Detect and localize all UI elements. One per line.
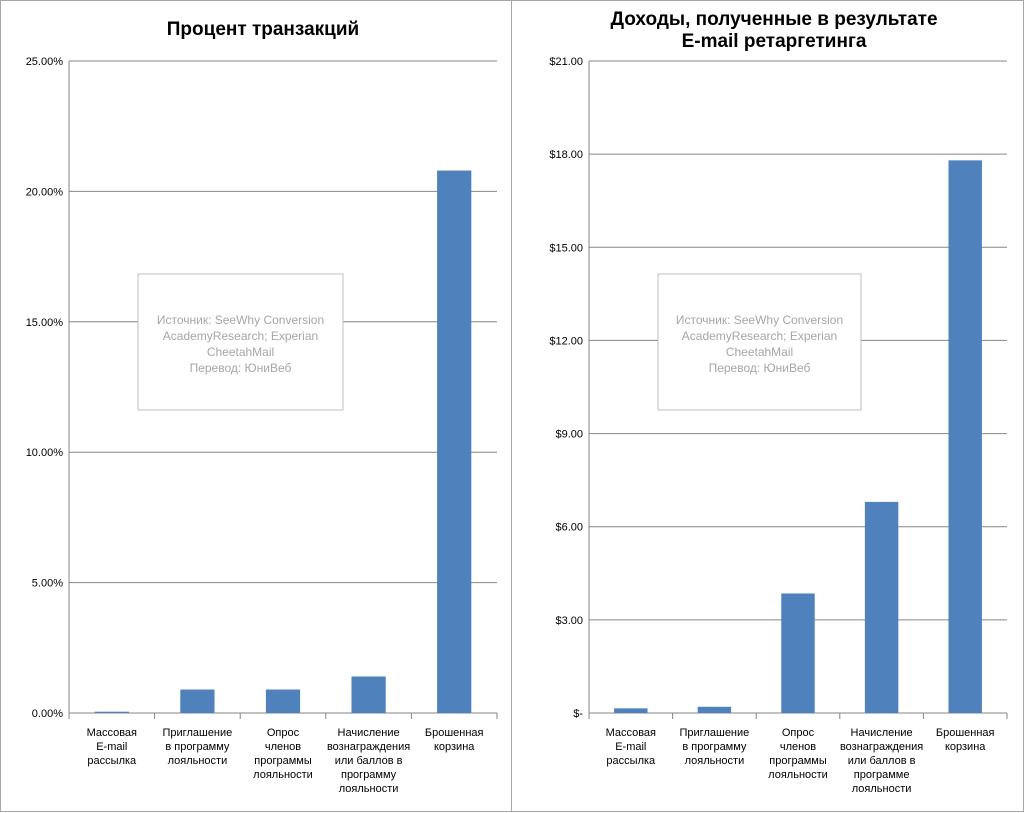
chart-title: Процент транзакций xyxy=(167,19,359,40)
x-category-label: Начисление xyxy=(338,727,400,739)
source-note-text: Источник: SeeWhy Conversion xyxy=(157,313,324,327)
source-note-text: CheetahMail xyxy=(726,345,793,359)
x-category-label: Опрос xyxy=(267,727,300,739)
x-category-label: членов xyxy=(780,741,816,753)
y-tick-label: $3.00 xyxy=(555,615,583,627)
chart-transactions-svg: Процент транзакций 0.00% 5.00% 10.00% 15.00%… xyxy=(26,19,498,795)
chart-title: E-mail ретаргетинга xyxy=(682,31,867,52)
x-category-label: корзина xyxy=(945,741,986,753)
x-category-label: рассылка xyxy=(87,755,137,767)
source-note-text: CheetahMail xyxy=(207,345,274,359)
x-category-label: Брошенная xyxy=(425,727,484,739)
x-category-label: вознаграждения xyxy=(840,741,923,753)
x-category-label: лояльности xyxy=(168,755,228,767)
y-tick-label: $15.00 xyxy=(549,242,583,254)
x-category-label: или баллов в xyxy=(848,755,916,767)
y-tick-label: 15.00% xyxy=(26,317,64,329)
y-tick-label: 10.00% xyxy=(26,447,64,459)
y-tick-label: $6.00 xyxy=(555,522,583,534)
bar xyxy=(180,689,215,713)
bar xyxy=(948,160,982,713)
x-category-label: вознаграждения xyxy=(327,741,410,753)
bar xyxy=(864,501,899,713)
x-category-label: рассылка xyxy=(606,755,656,767)
x-category-label: Опрос xyxy=(782,727,815,739)
source-note-text: Перевод: ЮниВеб xyxy=(190,361,292,375)
bar xyxy=(781,593,815,713)
y-tick-label: $- xyxy=(573,708,583,720)
y-tick-label: $12.00 xyxy=(549,335,583,347)
y-tick-label: $9.00 xyxy=(555,429,583,441)
bar xyxy=(265,689,301,713)
x-category-label: или баллов в xyxy=(335,755,403,767)
chart-panel-transactions: Процент транзакций 0.00% 5.00% 10.00% 15.00%… xyxy=(0,0,512,812)
x-category-label: E-mail xyxy=(96,741,127,753)
x-category-label: программе xyxy=(854,769,910,781)
x-category-label: Начисление xyxy=(851,727,913,739)
x-category-label: в программу xyxy=(682,741,747,753)
y-tick-label: 5.00% xyxy=(32,578,63,590)
x-category-label: членов xyxy=(265,741,301,753)
x-category-label: Брошенная xyxy=(936,727,995,739)
x-category-label: лояльности xyxy=(685,755,745,767)
x-category-label: лояльности xyxy=(339,783,399,795)
source-note-text: AcademyResearch; Experian xyxy=(163,329,318,343)
source-note-text: Источник: SeeWhy Conversion xyxy=(676,313,843,327)
source-note-box xyxy=(657,273,862,411)
y-tick-label: $18.00 xyxy=(549,149,583,161)
x-category-label: программы xyxy=(254,755,312,767)
source-note-text: Перевод: ЮниВеб xyxy=(709,361,811,375)
y-tick-label: 0.00% xyxy=(32,708,63,720)
x-category-label: лояльности xyxy=(852,783,912,795)
x-category-label: программу xyxy=(341,769,397,781)
x-category-label: корзина xyxy=(434,741,475,753)
bar xyxy=(94,711,129,713)
x-category-label: Приглашение xyxy=(163,727,233,739)
x-category-label: лояльности xyxy=(253,769,313,781)
chart-title: Доходы, полученные в результате xyxy=(610,9,937,30)
bar xyxy=(614,708,648,713)
x-category-label: E-mail xyxy=(615,741,646,753)
x-category-label: в программу xyxy=(165,741,230,753)
bar xyxy=(437,170,472,713)
source-note-text: AcademyResearch; Experian xyxy=(682,329,837,343)
x-category-label: лояльности xyxy=(768,769,828,781)
bar xyxy=(697,706,732,713)
bar xyxy=(351,676,386,713)
x-category-label: Массовая xyxy=(87,727,137,739)
source-note-box xyxy=(137,273,344,411)
x-category-label: программы xyxy=(769,755,827,767)
y-tick-label: $21.00 xyxy=(549,56,583,68)
y-tick-label: 20.00% xyxy=(26,186,64,198)
x-category-label: Массовая xyxy=(606,727,656,739)
y-tick-label: 25.00% xyxy=(26,56,64,68)
chart-panel-revenue: Доходы, полученные в результате E-mail ре… xyxy=(511,0,1024,812)
x-category-label: Приглашение xyxy=(680,727,750,739)
